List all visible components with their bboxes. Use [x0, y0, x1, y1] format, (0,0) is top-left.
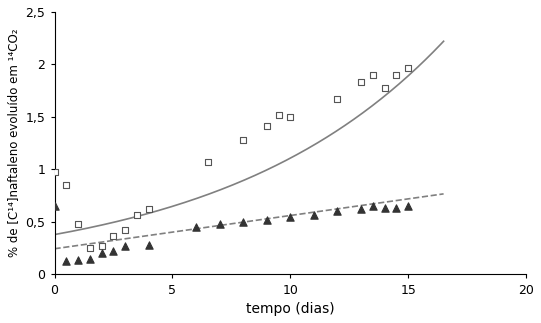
Point [286, 214, 295, 219]
Point [404, 65, 413, 70]
Y-axis label: % de [C¹⁴]naftaleno evoluído em ¹⁴CO₂: % de [C¹⁴]naftaleno evoluído em ¹⁴CO₂ [7, 29, 20, 257]
Point [215, 222, 224, 227]
Point [274, 112, 283, 118]
Point [203, 160, 212, 165]
Point [109, 233, 118, 238]
Point [380, 85, 389, 90]
Point [262, 124, 271, 129]
Point [50, 169, 59, 174]
Point [144, 243, 153, 248]
X-axis label: tempo (dias): tempo (dias) [246, 302, 335, 316]
Point [357, 80, 365, 85]
Point [368, 72, 377, 78]
Point [97, 244, 106, 249]
Point [121, 228, 130, 233]
Point [74, 257, 82, 262]
Point [239, 138, 247, 143]
Point [368, 203, 377, 209]
Point [333, 209, 342, 214]
Point [404, 203, 413, 209]
Point [133, 212, 141, 217]
Point [121, 244, 130, 249]
Point [62, 182, 71, 188]
Point [85, 245, 94, 251]
Point [62, 258, 71, 263]
Point [192, 224, 200, 230]
Point [144, 207, 153, 212]
Point [392, 72, 401, 78]
Point [286, 114, 295, 120]
Point [357, 207, 365, 212]
Point [85, 256, 94, 261]
Point [380, 206, 389, 211]
Point [333, 97, 342, 102]
Point [239, 219, 247, 224]
Point [309, 212, 318, 217]
Point [392, 206, 401, 211]
Point [109, 249, 118, 254]
Point [50, 203, 59, 209]
Point [97, 251, 106, 256]
Point [262, 217, 271, 223]
Point [74, 222, 82, 227]
